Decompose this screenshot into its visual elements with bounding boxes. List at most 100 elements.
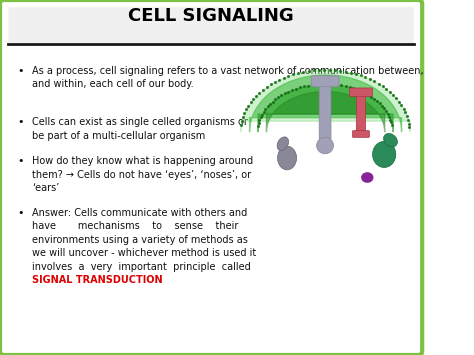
Point — [390, 92, 397, 98]
FancyBboxPatch shape — [356, 92, 365, 136]
Point — [272, 97, 279, 102]
Point — [352, 71, 359, 77]
FancyBboxPatch shape — [349, 88, 373, 97]
Text: •: • — [17, 156, 23, 166]
Point — [242, 106, 250, 112]
Point — [275, 77, 283, 82]
Point — [350, 86, 357, 91]
Ellipse shape — [278, 146, 297, 170]
Point — [386, 89, 394, 95]
Point — [254, 123, 262, 129]
Point — [370, 96, 378, 102]
Point — [267, 82, 274, 87]
Point — [294, 70, 302, 76]
Point — [262, 106, 269, 112]
Point — [385, 114, 393, 120]
Point — [406, 125, 413, 130]
FancyBboxPatch shape — [9, 7, 414, 43]
Point — [371, 78, 378, 84]
Text: How do they know what is happening around: How do they know what is happening aroun… — [32, 156, 253, 166]
Point — [255, 90, 263, 95]
Point — [357, 73, 365, 78]
Point — [392, 95, 400, 101]
Point — [383, 86, 390, 92]
Point — [384, 111, 392, 117]
Point — [375, 81, 383, 87]
Point — [263, 84, 270, 90]
Text: environments using a variety of methods as: environments using a variety of methods … — [32, 235, 247, 245]
Point — [281, 91, 289, 96]
Point — [362, 74, 369, 80]
Point — [364, 92, 372, 98]
Point — [315, 67, 323, 73]
Text: As a process, cell signaling refers to a vast network of communication between,: As a process, cell signaling refers to a… — [32, 66, 423, 76]
Point — [395, 99, 403, 104]
Point — [274, 94, 282, 100]
Point — [342, 83, 349, 89]
Point — [401, 109, 409, 115]
Point — [337, 68, 344, 73]
Text: them? → Cells do not have ‘eyes’, ‘noses’, or: them? → Cells do not have ‘eyes’, ‘noses… — [32, 170, 251, 180]
Point — [284, 73, 292, 79]
Text: Answer: Cells communicate with others and: Answer: Cells communicate with others an… — [32, 208, 247, 218]
Text: •: • — [17, 208, 23, 218]
Point — [271, 79, 279, 85]
Point — [334, 82, 341, 88]
Point — [305, 68, 312, 74]
Text: we will uncover - whichever method is used it: we will uncover - whichever method is us… — [32, 248, 256, 258]
Point — [361, 90, 368, 96]
Point — [347, 70, 355, 76]
Point — [308, 82, 316, 88]
FancyBboxPatch shape — [353, 131, 369, 137]
Circle shape — [362, 173, 373, 182]
Point — [379, 83, 386, 89]
Text: CELL SIGNALING: CELL SIGNALING — [128, 7, 294, 25]
Text: have       mechanisms    to    sense    their: have mechanisms to sense their — [32, 221, 238, 231]
Point — [284, 89, 292, 94]
Point — [321, 81, 328, 87]
Point — [388, 122, 396, 128]
FancyBboxPatch shape — [311, 76, 339, 87]
Point — [258, 112, 266, 118]
Point — [300, 69, 307, 75]
Point — [296, 84, 303, 90]
FancyBboxPatch shape — [319, 81, 331, 139]
Point — [292, 86, 300, 92]
Point — [317, 81, 324, 87]
Point — [239, 114, 247, 120]
Point — [342, 69, 349, 75]
Point — [378, 103, 386, 109]
Point — [310, 67, 318, 73]
FancyBboxPatch shape — [0, 0, 422, 355]
Point — [249, 96, 257, 102]
Point — [255, 120, 262, 126]
Text: •: • — [17, 117, 23, 127]
Point — [290, 71, 297, 77]
Text: SIGNAL TRANSDUCTION: SIGNAL TRANSDUCTION — [32, 275, 162, 285]
Point — [264, 104, 272, 109]
Point — [387, 117, 394, 122]
Point — [405, 121, 413, 126]
Text: •: • — [17, 66, 23, 76]
Point — [269, 99, 276, 104]
Point — [252, 93, 260, 99]
Ellipse shape — [317, 137, 334, 154]
Text: involves  a  very  important  principle  called: involves a very important principle call… — [32, 262, 250, 272]
Point — [367, 94, 375, 99]
Point — [337, 82, 345, 88]
Point — [280, 75, 287, 81]
Point — [388, 120, 395, 125]
Text: ‘ears’: ‘ears’ — [32, 183, 59, 193]
Point — [312, 82, 320, 87]
Text: Cells can exist as single celled organisms or: Cells can exist as single celled organis… — [32, 117, 247, 127]
Point — [331, 67, 339, 73]
Point — [245, 103, 252, 109]
Point — [398, 102, 405, 108]
Point — [255, 118, 263, 123]
Point — [288, 87, 296, 93]
Point — [300, 83, 307, 89]
Text: be part of a multi-cellular organism: be part of a multi-cellular organism — [32, 131, 205, 141]
Point — [383, 108, 390, 114]
Point — [354, 87, 361, 93]
Point — [304, 83, 311, 88]
